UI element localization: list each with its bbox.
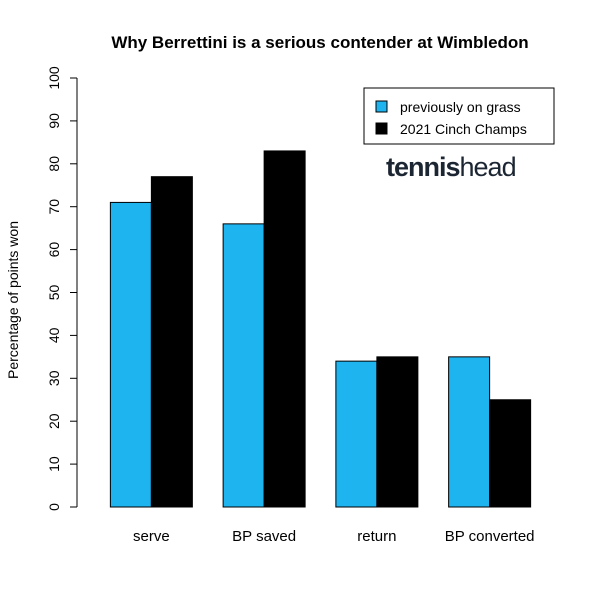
legend: previously on grass 2021 Cinch Champs bbox=[363, 87, 555, 145]
x-tick-label: return bbox=[357, 528, 396, 545]
logo-part-tennis: tennis bbox=[386, 152, 460, 182]
bar-return-series-0 bbox=[335, 360, 378, 508]
legend-swatch-2021-cinch-champs bbox=[375, 122, 388, 135]
x-tick-label: BP converted bbox=[445, 528, 535, 545]
y-axis: 0 10 20 30 40 50 60 70 80 90 100 bbox=[46, 66, 78, 511]
y-tick-label: 60 bbox=[46, 242, 62, 258]
bar-serve-series-1 bbox=[150, 176, 193, 508]
y-tick-label: 70 bbox=[46, 199, 62, 215]
x-tick-labels: serve BP saved return BP converted bbox=[133, 528, 534, 545]
x-tick-label: BP saved bbox=[232, 528, 296, 545]
tennishead-logo: tennishead bbox=[386, 152, 516, 182]
chart-title: Why Berrettini is a serious contender at… bbox=[111, 33, 528, 52]
bar-bp-saved-series-1 bbox=[263, 150, 306, 508]
y-tick-label: 0 bbox=[46, 503, 62, 511]
bar-bp-converted-series-1 bbox=[489, 399, 532, 508]
x-tick-label: serve bbox=[133, 528, 170, 545]
logo-part-head: head bbox=[460, 152, 516, 182]
legend-label-2021-cinch-champs: 2021 Cinch Champs bbox=[400, 121, 527, 137]
y-tick-label: 10 bbox=[46, 456, 62, 472]
y-tick-label: 20 bbox=[46, 413, 62, 429]
y-tick-label: 90 bbox=[46, 113, 62, 129]
y-tick-label: 50 bbox=[46, 285, 62, 301]
y-tick-label: 40 bbox=[46, 327, 62, 343]
bar-serve-series-0 bbox=[109, 201, 152, 508]
bar-bp-saved-series-0 bbox=[222, 223, 265, 508]
y-tick-label: 30 bbox=[46, 370, 62, 386]
y-tick-label: 80 bbox=[46, 156, 62, 172]
bar-return-series-1 bbox=[376, 356, 419, 508]
bar-bp-converted-series-0 bbox=[448, 356, 491, 508]
legend-box bbox=[363, 87, 555, 145]
legend-label-previously-on-grass: previously on grass bbox=[400, 99, 521, 115]
legend-swatch-previously-on-grass bbox=[375, 100, 388, 113]
y-tick-label: 100 bbox=[46, 66, 62, 90]
bars-group bbox=[109, 150, 532, 508]
y-axis-label: Percentage of points won bbox=[5, 221, 21, 379]
